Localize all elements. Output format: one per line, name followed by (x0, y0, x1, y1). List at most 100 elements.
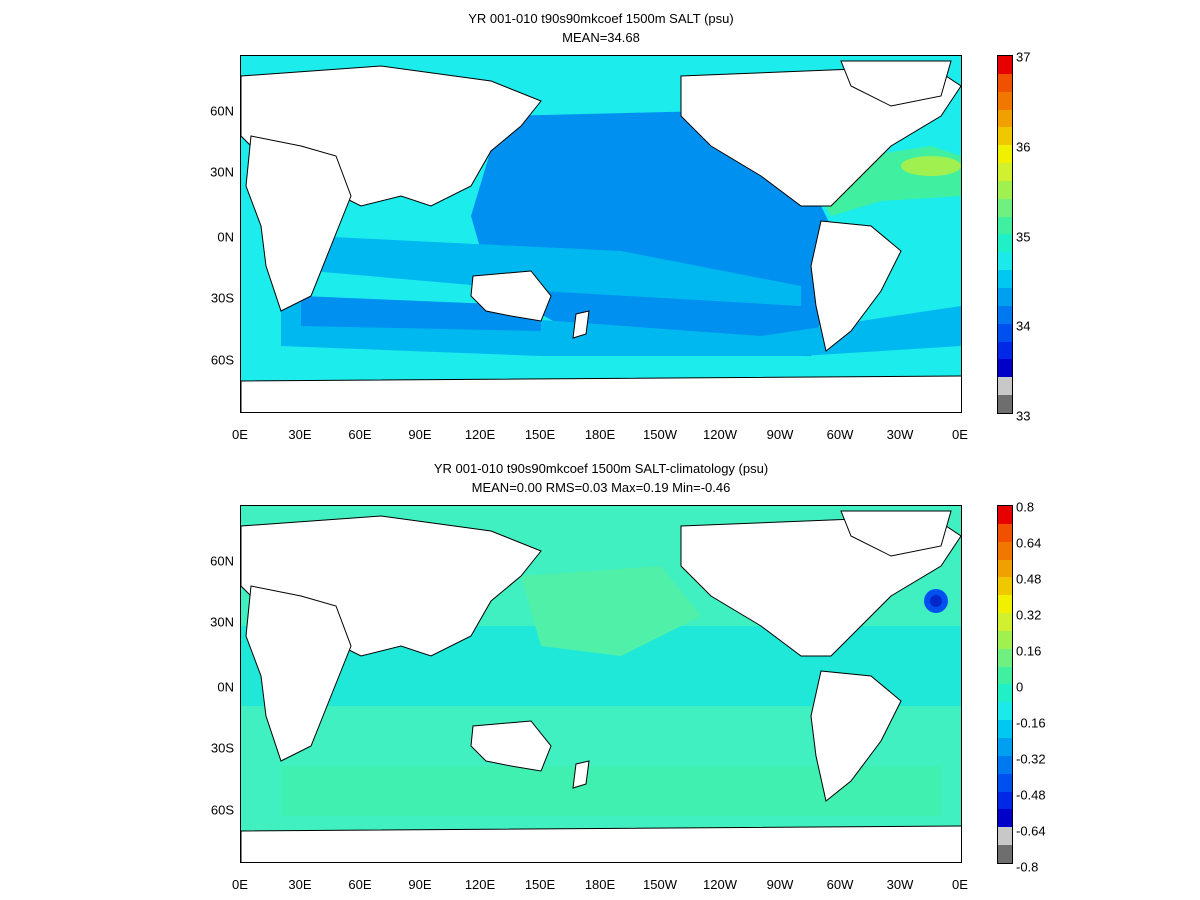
colorbar-bin (998, 720, 1012, 738)
panel2-lon-label: 0E (232, 877, 248, 892)
panel1-colorbar-label: 34 (1016, 318, 1031, 334)
colorbar-bin (998, 559, 1012, 578)
panel2-lon-label: 120W (703, 877, 737, 892)
colorbar-bin (998, 198, 1012, 217)
panel1-lon-label: 60W (826, 427, 854, 442)
colorbar-bin (998, 395, 1012, 413)
colorbar-bin (998, 827, 1012, 846)
panel1-colorbar (997, 55, 1013, 414)
panel1-lon-label: 30W (886, 427, 914, 442)
colorbar-bin (998, 630, 1012, 649)
colorbar-bin (998, 809, 1012, 828)
panel2-colorbar-label: -0.48 (1016, 787, 1046, 803)
panel1-lon-label: 120W (703, 427, 737, 442)
antarctica-landmass (241, 825, 961, 862)
colorbar-bin (998, 216, 1012, 235)
panel1-lon-label: 150W (643, 427, 677, 442)
panel2-lon-label: 120E (464, 877, 496, 892)
panel2-lon-label: 60W (826, 877, 854, 892)
south-pacific-band (311, 236, 801, 306)
panel2-lon-label: 150W (643, 877, 677, 892)
panel2-lon-label: 90E (408, 877, 432, 892)
panel1-colorbar-label: 33 (1016, 408, 1031, 424)
colorbar-bin (998, 91, 1012, 110)
panel2-lat-label: 0N (217, 679, 234, 695)
colorbar-bin (998, 234, 1012, 253)
new-zealand (572, 760, 590, 789)
colorbar-bin (998, 56, 1012, 74)
colorbar-bin (998, 595, 1012, 614)
panel1-title: YR 001-010 t90s90mkcoef 1500m SALT (psu) (468, 11, 734, 26)
diff-blue-anomaly-core (930, 595, 942, 607)
panel2-lat-label: 60N (210, 553, 234, 569)
panel1-lon-label: 60E (348, 427, 372, 442)
africa-landmass (245, 135, 352, 312)
colorbar-bin (998, 323, 1012, 342)
panel1-lon-label: 30E (288, 427, 312, 442)
panel1-subtitle: MEAN=34.68 (562, 30, 640, 45)
panel2-colorbar-label: 0.8 (1016, 499, 1035, 515)
panel2-map (240, 505, 962, 863)
colorbar-bin (998, 180, 1012, 199)
panel2-lon-label: 90W (766, 877, 794, 892)
colorbar-bin (998, 287, 1012, 306)
colorbar-bin (998, 648, 1012, 667)
colorbar-bin (998, 613, 1012, 631)
panel1-lon-label: 90E (408, 427, 432, 442)
panel1-lon-label: 120E (464, 427, 496, 442)
colorbar-bin (998, 127, 1012, 146)
colorbar-bin (998, 684, 1012, 703)
panel2-lat-label: 60S (210, 802, 234, 818)
panel2-colorbar (997, 505, 1013, 864)
colorbar-bin (998, 737, 1012, 756)
panel1-colorbar-label: 35 (1016, 229, 1031, 245)
panel2-lon-label: 30E (288, 877, 312, 892)
panel1-lon-label: 0E (952, 427, 968, 442)
australia-landmass (470, 270, 552, 322)
panel2-lon-label: 30W (886, 877, 914, 892)
panel1-map (240, 55, 962, 413)
panel1-colorbar-label: 36 (1016, 139, 1031, 155)
australia-landmass (470, 720, 552, 772)
panel1-lat-label: 60N (210, 103, 234, 119)
colorbar-bin (998, 791, 1012, 810)
panel1-lon-label: 150E (524, 427, 556, 442)
panel1-colorbar-label: 37 (1016, 49, 1031, 65)
colorbar-bin (998, 541, 1012, 560)
panel1-lat-label: 30S (210, 290, 234, 306)
panel1-lon-label: 90W (766, 427, 794, 442)
panel2-colorbar-label: 0 (1016, 679, 1024, 695)
panel2-lon-label: 150E (524, 877, 556, 892)
panel2-lon-label: 180E (584, 877, 616, 892)
south-america-landmass (810, 220, 902, 352)
colorbar-bin (998, 506, 1012, 524)
colorbar-bin (998, 702, 1012, 721)
colorbar-bin (998, 845, 1012, 863)
atlantic-salinity-core (901, 156, 961, 176)
colorbar-bin (998, 305, 1012, 324)
panel1-lon-label: 0E (232, 427, 248, 442)
panel2-colorbar-label: -0.16 (1016, 715, 1046, 731)
colorbar-bin (998, 163, 1012, 181)
panel2-colorbar-label: -0.64 (1016, 823, 1046, 839)
panel2-colorbar-label: -0.32 (1016, 751, 1046, 767)
antarctica-landmass (241, 375, 961, 412)
greenland-landmass (840, 510, 952, 557)
panel2-lon-label: 60E (348, 877, 372, 892)
panel2-colorbar-label: 0.48 (1016, 571, 1042, 587)
landmasses (241, 60, 961, 412)
panel2-lat-label: 30N (210, 614, 234, 630)
south-america-landmass (810, 670, 902, 802)
colorbar-bin (998, 773, 1012, 792)
colorbar-bin (998, 109, 1012, 128)
colorbar-bin (998, 577, 1012, 596)
panel2-colorbar-label: -0.8 (1016, 859, 1039, 875)
panel2-colorbar-label: 0.32 (1016, 607, 1042, 623)
landmasses (241, 510, 961, 862)
panel1-lat-label: 0N (217, 229, 234, 245)
colorbar-bin (998, 523, 1012, 542)
colorbar-bin (998, 73, 1012, 92)
colorbar-bin (998, 377, 1012, 396)
panel2-colorbar-label: 0.64 (1016, 535, 1042, 551)
colorbar-bin (998, 666, 1012, 685)
